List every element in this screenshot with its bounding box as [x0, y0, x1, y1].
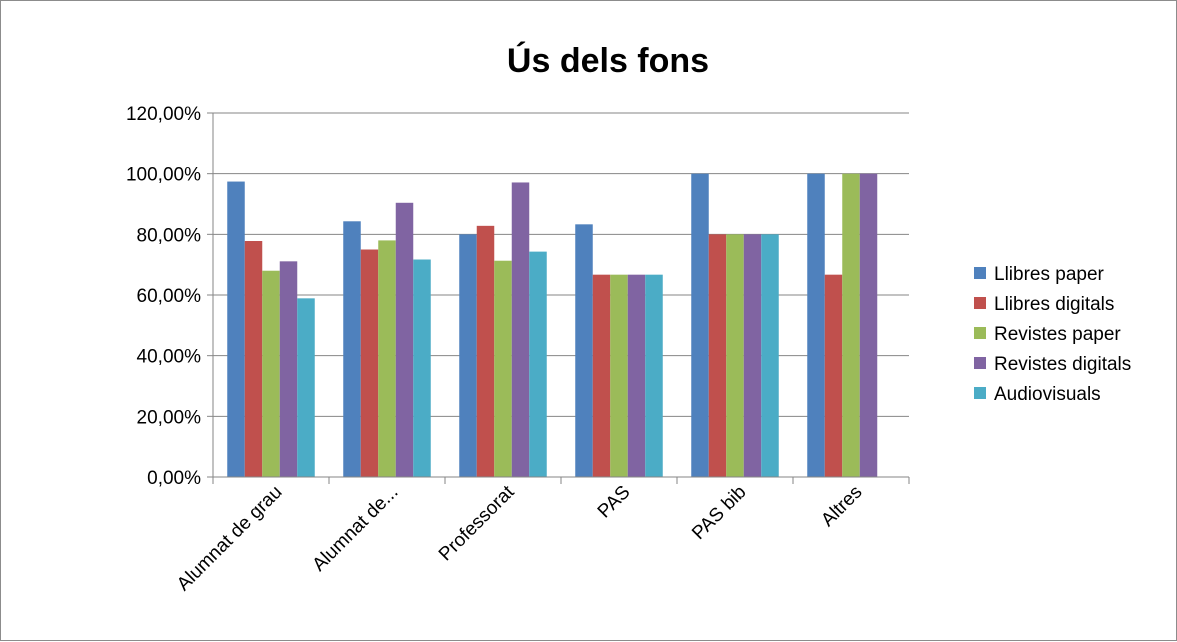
- bar: [859, 173, 878, 477]
- bar: [842, 173, 860, 477]
- bar: [708, 234, 727, 477]
- bar: [297, 298, 315, 477]
- legend-label: Revistes paper: [994, 324, 1121, 345]
- y-tick-label: 60,00%: [137, 286, 202, 307]
- bar: [343, 221, 361, 477]
- bar: [807, 173, 825, 477]
- bar: [494, 260, 512, 477]
- bar: [262, 270, 280, 477]
- bar: [761, 234, 779, 477]
- legend: Llibres paper Llibres digitals Revistes pa…: [974, 264, 1131, 405]
- y-tick-label: 0,00%: [147, 468, 201, 489]
- bars: [227, 173, 878, 478]
- legend-swatch: [974, 357, 986, 369]
- gridlines: [213, 112, 909, 417]
- y-tick-label: 40,00%: [137, 347, 202, 368]
- axes: [207, 112, 910, 484]
- bar: [824, 274, 843, 477]
- bar: [645, 274, 663, 477]
- bar: [227, 181, 245, 477]
- y-axis-tick-labels: 0,00% 20,00% 40,00% 60,00% 80,00% 100,00% 120,…: [126, 104, 201, 489]
- y-tick-label: 120,00%: [126, 104, 201, 125]
- bar: [413, 259, 431, 477]
- y-tick-label: 80,00%: [137, 225, 202, 246]
- chart-title: Ús dels fons: [507, 42, 709, 80]
- legend-swatch: [974, 297, 986, 309]
- bar: [726, 234, 744, 477]
- bar: [691, 173, 709, 477]
- y-tick-label: 20,00%: [137, 407, 202, 428]
- legend-swatch: [974, 267, 986, 279]
- bar: [360, 249, 379, 477]
- y-tick-label: 100,00%: [126, 165, 201, 186]
- bar: [476, 225, 495, 477]
- x-tick-label: Alumnat de grau: [173, 482, 286, 595]
- x-tick-label: Altres: [817, 482, 866, 531]
- bar: [610, 274, 628, 477]
- bar: [592, 274, 611, 477]
- x-tick-label: PAS: [594, 482, 635, 523]
- x-tick-label: Alumnat de...: [309, 482, 403, 576]
- legend-label: Llibres paper: [994, 264, 1105, 285]
- x-tick-label: PAS bib: [688, 482, 750, 544]
- legend-label: Llibres digitals: [994, 294, 1114, 315]
- legend-swatch: [974, 387, 986, 399]
- x-axis-tick-labels: Alumnat de grau Alumnat de... Professorat P…: [173, 481, 866, 595]
- legend-label: Audiovisuals: [994, 384, 1101, 405]
- bar: [378, 240, 396, 477]
- bar: [529, 251, 547, 477]
- legend-label: Revistes digitals: [994, 354, 1131, 375]
- bar: [459, 234, 477, 477]
- bar: [575, 224, 593, 477]
- bar: [743, 234, 762, 477]
- legend-swatch: [974, 327, 986, 339]
- bar: [627, 274, 646, 477]
- bar: [511, 182, 530, 478]
- bar: [395, 202, 414, 477]
- bar: [244, 241, 263, 477]
- x-tick-label: Professorat: [435, 481, 519, 565]
- bar: [279, 261, 298, 477]
